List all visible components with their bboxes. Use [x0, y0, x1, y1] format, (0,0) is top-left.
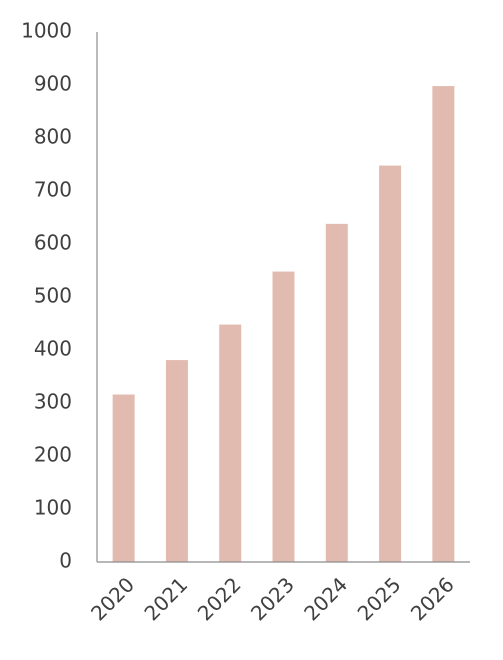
bar	[112, 394, 135, 562]
bar	[272, 271, 295, 562]
y-tick-label: 700	[34, 178, 72, 202]
bar	[219, 324, 242, 562]
x-tick-label: 2021	[139, 572, 192, 625]
x-tick-label: 2023	[246, 572, 299, 625]
y-tick-label: 800	[34, 125, 72, 149]
x-tick-label: 2022	[193, 572, 246, 625]
y-tick-label: 600	[34, 231, 72, 255]
y-tick-label: 0	[59, 549, 72, 573]
y-tick-label: 300	[34, 390, 72, 414]
y-tick-label: 500	[34, 284, 72, 308]
bar	[325, 223, 348, 563]
bar	[432, 86, 455, 562]
y-tick-label: 900	[34, 72, 72, 96]
y-tick-label: 400	[34, 337, 72, 361]
x-tick-label: 2020	[86, 572, 139, 625]
x-tick-label: 2026	[406, 572, 459, 625]
y-tick-label: 200	[34, 443, 72, 467]
y-tick-label: 1000	[21, 19, 72, 43]
y-tick-label: 100	[34, 496, 72, 520]
bar	[379, 165, 402, 562]
x-tick-label: 2025	[353, 572, 406, 625]
x-tick-label: 2024	[299, 572, 352, 625]
bar	[165, 360, 188, 562]
